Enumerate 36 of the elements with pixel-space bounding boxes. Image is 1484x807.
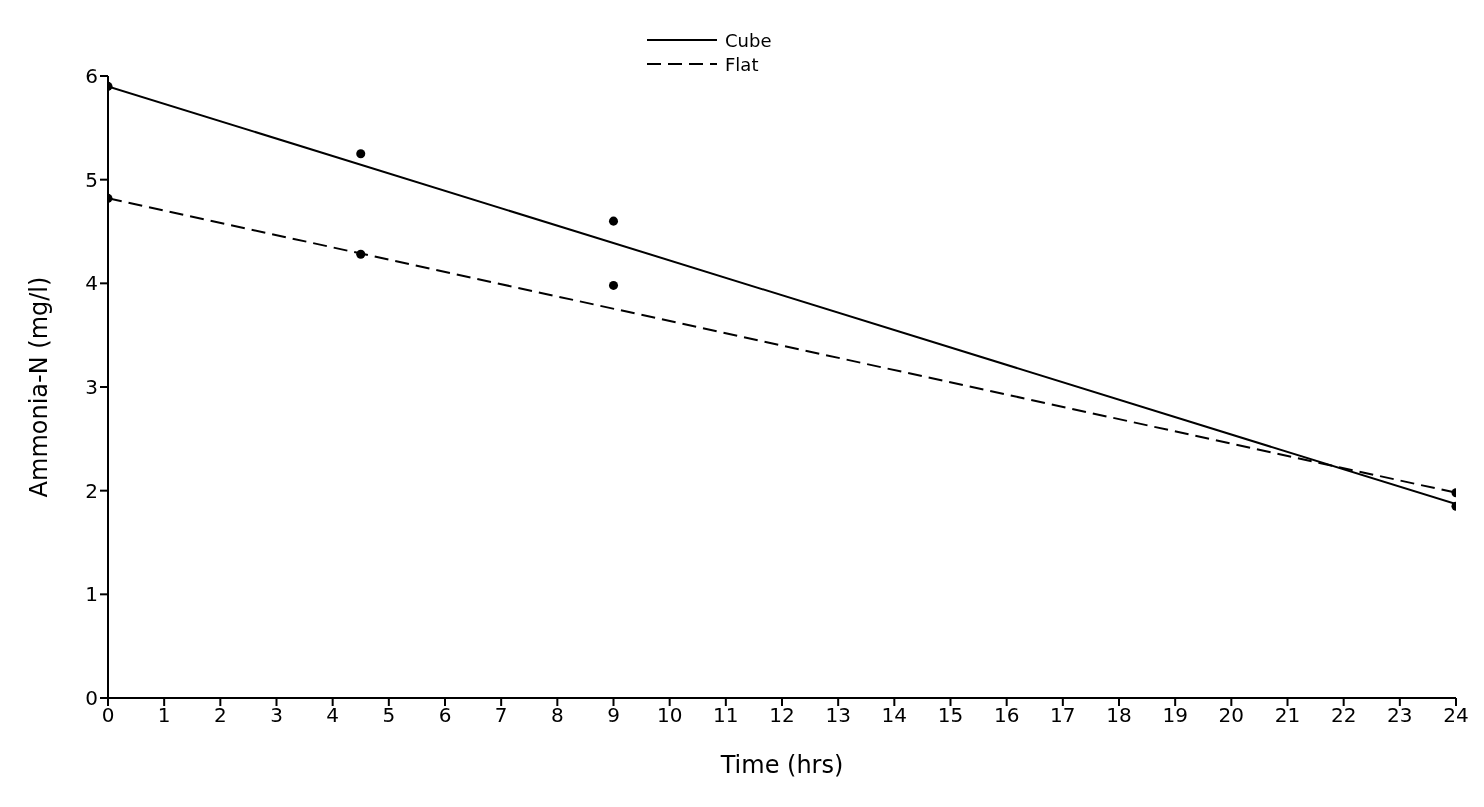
- y-tick-label: 1: [85, 582, 98, 607]
- y-tick-label: 3: [85, 375, 98, 400]
- x-tick-label: 1: [157, 703, 171, 728]
- x-tick-label: 9: [607, 703, 620, 728]
- x-tick-label: 7: [494, 703, 508, 728]
- x-tick-label: 19: [1162, 703, 1188, 728]
- x-tick-label: 24: [1443, 703, 1469, 728]
- x-tick-label: 21: [1274, 703, 1301, 728]
- y-tick-label: 0: [85, 686, 98, 711]
- x-tick-label: 13: [825, 703, 851, 728]
- x-tick-label: 20: [1218, 703, 1245, 728]
- x-tick-label: 8: [550, 703, 564, 728]
- x-tick-label: 12: [769, 703, 795, 728]
- y-axis-title: Ammonia-N (mg/l): [24, 276, 53, 498]
- x-tick-label: 17: [1050, 703, 1076, 728]
- x-tick-label: 14: [881, 703, 908, 728]
- y-tick-label: 6: [85, 64, 98, 89]
- x-tick-label: 3: [270, 703, 283, 728]
- y-tick-label: 4: [85, 271, 98, 296]
- x-tick-label: 16: [993, 703, 1020, 728]
- x-tick-label: 4: [326, 703, 340, 728]
- x-tick-label: 22: [1330, 703, 1357, 728]
- x-tick-label: 23: [1387, 703, 1413, 728]
- legend-label: Cube: [725, 29, 772, 51]
- x-tick-label: 15: [937, 703, 964, 728]
- x-axis-title: Time (hrs): [719, 751, 844, 779]
- x-tick-label: 18: [1106, 703, 1132, 728]
- x-tick-label: 0: [101, 703, 115, 728]
- x-tick-label: 11: [713, 703, 739, 728]
- x-tick-label: 6: [438, 703, 452, 728]
- x-tick-label: 5: [382, 703, 396, 728]
- x-tick-label: 10: [656, 703, 683, 728]
- y-tick-label: 5: [85, 167, 98, 192]
- legend-label: Flat: [725, 53, 759, 75]
- x-tick-label: 2: [213, 703, 227, 728]
- y-tick-label: 2: [85, 478, 98, 503]
